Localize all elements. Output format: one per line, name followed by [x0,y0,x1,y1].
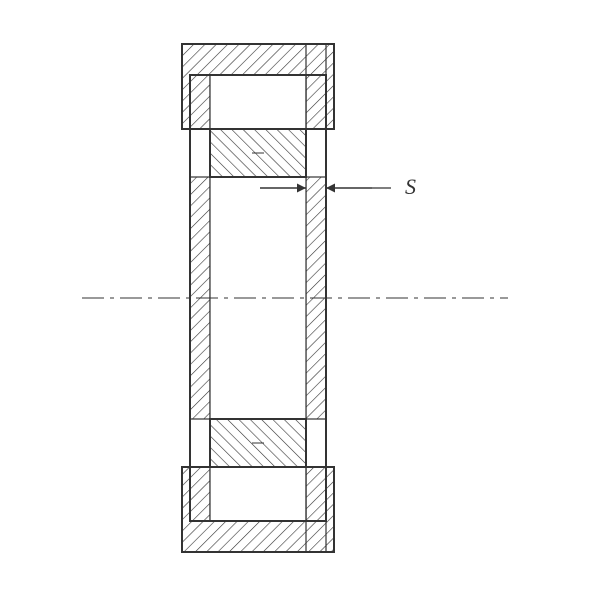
dim-arrow-right-head [326,184,335,193]
drawing-group: S [82,44,508,552]
dimension-s-label: S [405,174,416,199]
bearing-cross-section-diagram: S [0,0,600,600]
